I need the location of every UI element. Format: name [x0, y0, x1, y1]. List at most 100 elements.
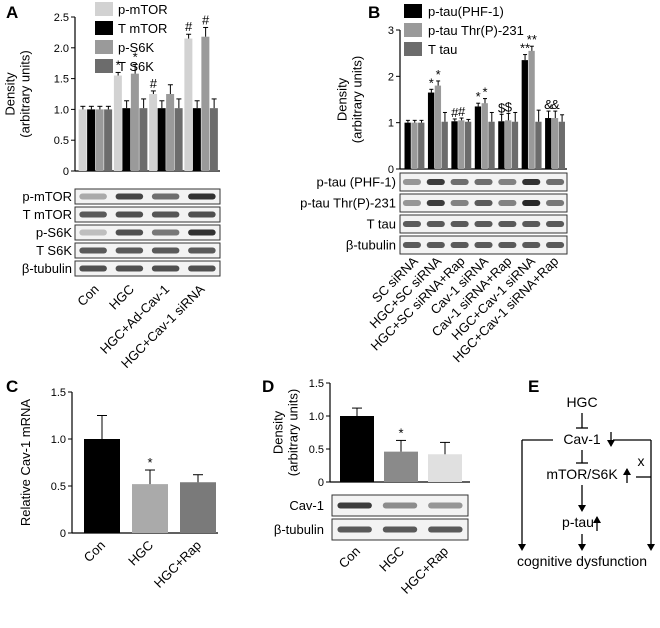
panel-a-blot-label: p-mTOR	[22, 189, 72, 204]
panel-b-significance: *	[482, 85, 487, 100]
panel-a-bar	[113, 75, 122, 171]
panel-b-legend-swatch	[404, 23, 422, 37]
panel-c-category-label: HGC	[125, 538, 156, 569]
panel-a-blot-band	[79, 265, 107, 272]
panel-a-legend-label: T mTOR	[118, 21, 167, 36]
panel-c-bar	[180, 482, 216, 533]
panel-a-blot-row	[74, 206, 221, 223]
panel-b-y-tick-label: 3	[388, 25, 394, 37]
panel-d-blot-label: Cav-1	[289, 498, 324, 513]
panel-e-arrowhead	[518, 544, 526, 551]
panel-e-label: E	[528, 377, 539, 396]
panel-b-blot-band	[498, 242, 517, 248]
panel-d-category-label: HGC+Rap	[398, 544, 451, 597]
panel-a-bar	[157, 108, 166, 171]
panel-d-bar	[340, 416, 374, 482]
panel-b-blot-band	[402, 242, 421, 248]
panel-a-legend-swatch	[95, 40, 113, 54]
panel-b-significance: **	[527, 32, 537, 47]
panel-a-blot-band	[151, 229, 180, 236]
panel-b-bar	[464, 121, 472, 169]
panel-d-blot-band	[337, 526, 372, 533]
panel-b-bar	[434, 85, 442, 169]
panel-b-bar	[521, 60, 528, 169]
panel-a-significance: *	[116, 57, 121, 72]
panel-b-blot-band	[426, 200, 445, 206]
panel-b-bar	[551, 118, 559, 169]
panel-c-y-tick-label: 0	[60, 528, 66, 540]
panel-c: C 0 0.5 1.0 1.5 Relative Cav-1 mRNA * Con HGCHGC…	[6, 377, 218, 591]
panel-d-blot-band	[337, 502, 372, 509]
panel-a-blot-band	[151, 211, 180, 218]
panel-b-blot-band	[474, 200, 493, 206]
panel-a-blot-band	[115, 265, 144, 272]
panel-a-blot-band	[188, 211, 216, 218]
panel-a-category-label: Con	[74, 282, 101, 309]
panel-d-blot-band	[428, 502, 463, 509]
panel-b-bar	[458, 120, 465, 169]
panel-d-blot-band	[428, 526, 463, 533]
panel-a-blot-row	[74, 224, 221, 241]
panel-c-bar	[132, 484, 168, 533]
panel-b-y-axis-label: Density(arbitrary units)	[335, 56, 365, 143]
panel-a-blot-row	[74, 188, 221, 205]
panel-b-bar	[498, 121, 505, 169]
panel-e-decrease-arrow	[607, 440, 615, 447]
panel-b-y-axis-label-line: Density	[335, 77, 350, 121]
panel-a-blot-row	[74, 260, 221, 277]
panel-e-increase-arrow	[593, 516, 601, 523]
panel-a-y-tick-label: 0	[63, 166, 69, 178]
panel-b-blot-band	[522, 221, 541, 227]
panel-b-bar	[427, 92, 435, 169]
panel-b-blot-band	[522, 242, 541, 248]
panel-b-blot-band	[498, 179, 517, 185]
panel-b-blot-band	[402, 179, 421, 185]
panel-b-blot-band	[402, 200, 421, 206]
panel-b-significance: $	[498, 100, 506, 115]
panel-a-legend-swatch	[95, 2, 113, 16]
panel-b-blot-band	[450, 179, 469, 185]
panel-b-bar	[404, 122, 411, 169]
panel-a-blot-band	[79, 193, 107, 200]
panel-b-blot-band	[498, 221, 517, 227]
panel-a-blot-band	[115, 193, 144, 200]
panel-c-y-tick-label: 1.5	[51, 387, 66, 399]
panel-d-significance: *	[398, 425, 403, 440]
panel-b-significance: #	[458, 104, 466, 119]
panel-b-bar	[505, 120, 512, 169]
panel-a-y-tick-label: 0.5	[54, 135, 69, 147]
panel-a-label: A	[6, 3, 18, 22]
panel-a-bar	[174, 108, 183, 171]
panel-a-significance: *	[133, 49, 138, 64]
panel-b-bar	[528, 50, 535, 169]
panel-e: E HGC Cav-1 mTOR/S6K p-tau cognitive dysfunct…	[517, 377, 655, 569]
panel-c-y-tick-label: 1.0	[51, 434, 66, 446]
panel-a-bar	[192, 108, 201, 171]
panel-a-bar	[166, 94, 175, 171]
panel-b-blot-label: T tau	[367, 217, 396, 232]
diagram-node-mtor-s6k: mTOR/S6K	[546, 466, 618, 482]
panel-b-legend-label: p-tau Thr(P)-231	[428, 23, 524, 38]
panel-b-significance: &	[551, 97, 560, 112]
panel-a-significance: #	[185, 19, 193, 34]
panel-c-category-label: HGC+Rap	[151, 538, 204, 591]
panel-b-legend-label: T tau	[428, 42, 457, 57]
diagram-cross-mark: x	[638, 453, 645, 469]
panel-d-blot-band	[382, 502, 418, 509]
panel-a-y-tick-label: 1.5	[54, 74, 69, 86]
panel-b-bar	[418, 122, 425, 169]
panel-d-category-label: Con	[336, 544, 363, 571]
panel-b-blot-band	[522, 179, 541, 185]
diagram-node-hgc: HGC	[566, 394, 597, 410]
panel-b-significance: $	[505, 99, 513, 114]
panel-a-y-axis-label: Density(arbitrary units)	[3, 50, 33, 137]
panel-a-blot-band	[188, 193, 216, 200]
panel-a-blot-label: T mTOR	[23, 207, 72, 222]
panel-d-y-axis-label-line: Density	[271, 410, 286, 454]
panel-b-blot-band	[426, 242, 445, 248]
panel-a-bar	[149, 94, 158, 171]
panel-d-y-tick-label: 0	[318, 477, 324, 489]
panel-a-significance: #	[202, 12, 210, 27]
panel-d-blot-band	[382, 526, 418, 533]
panel-a-y-tick-label: 2.0	[54, 43, 69, 55]
